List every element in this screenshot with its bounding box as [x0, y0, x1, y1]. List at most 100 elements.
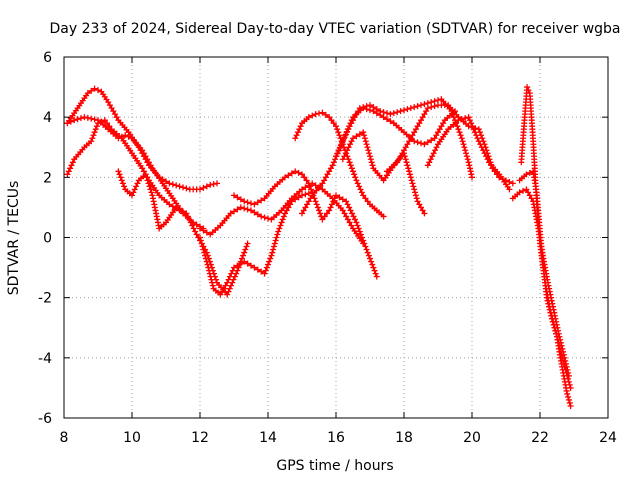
data-point-interpolated	[140, 150, 147, 157]
data-point	[237, 204, 244, 211]
data-point	[421, 141, 428, 148]
data-point-interpolated	[234, 206, 241, 213]
data-point-interpolated	[463, 153, 470, 160]
data-point-interpolated	[426, 159, 433, 166]
data-point	[319, 109, 326, 116]
data-point-interpolated	[430, 150, 437, 157]
data-point-interpolated	[143, 174, 150, 181]
data-point-interpolated	[88, 115, 95, 122]
x-tick-label: 14	[259, 430, 277, 446]
data-point-interpolated	[466, 162, 473, 169]
data-point-interpolated	[209, 279, 216, 286]
grid-layer	[64, 57, 608, 418]
data-point-interpolated	[345, 125, 352, 132]
data-point-interpolated	[481, 150, 488, 157]
data-point-interpolated	[226, 285, 233, 292]
data-point-interpolated	[432, 147, 439, 154]
data-point-interpolated	[431, 98, 438, 105]
data-point-interpolated	[147, 186, 154, 193]
data-point-interpolated	[419, 114, 426, 121]
y-tick-label: 4	[43, 110, 52, 126]
data-point-interpolated	[356, 183, 363, 190]
data-point-interpolated	[180, 184, 186, 191]
data-point-interpolated	[332, 156, 339, 163]
data-point-interpolated	[364, 249, 371, 256]
data-point	[387, 111, 394, 118]
data-point-interpolated	[459, 138, 466, 145]
data-point-interpolated	[347, 141, 354, 148]
series-arc-5	[197, 189, 316, 298]
data-point	[139, 147, 146, 154]
data-point	[339, 207, 346, 214]
data-point	[214, 180, 220, 187]
data-point-interpolated	[356, 131, 363, 138]
data-point-interpolated	[134, 180, 141, 187]
data-point-interpolated	[117, 174, 124, 181]
chart-title: Day 233 of 2024, Sidereal Day-to-day VTE…	[49, 21, 620, 37]
data-point-interpolated	[274, 231, 281, 238]
data-point-interpolated	[562, 357, 569, 364]
data-point-interpolated	[230, 276, 237, 283]
data-point-interpolated	[65, 168, 72, 175]
data-point-interpolated	[323, 210, 330, 217]
data-point-interpolated	[121, 183, 128, 190]
data-point-interpolated	[421, 101, 428, 108]
data-point	[414, 198, 421, 205]
y-tick-label: -2	[38, 291, 52, 307]
data-point-interpolated	[390, 110, 397, 117]
data-point-interpolated	[91, 129, 98, 136]
data-point-interpolated	[201, 249, 208, 256]
data-point-interpolated	[229, 267, 236, 274]
data-point	[394, 159, 401, 166]
data-point-interpolated	[346, 219, 353, 226]
data-point	[282, 174, 288, 181]
data-point-interpolated	[202, 252, 209, 259]
data-point-interpolated	[116, 171, 123, 178]
data-point-interpolated	[254, 211, 261, 218]
data-point-interpolated	[351, 114, 358, 121]
data-point	[567, 402, 574, 409]
data-point-interpolated	[414, 139, 421, 146]
data-point	[560, 351, 567, 358]
data-point	[193, 231, 200, 238]
data-point-interpolated	[330, 198, 337, 205]
data-point-interpolated	[369, 261, 376, 268]
data-point	[523, 171, 530, 178]
data-point-interpolated	[228, 270, 235, 277]
data-point-interpolated	[402, 156, 409, 163]
data-point-interpolated	[351, 171, 358, 178]
data-point-interpolated	[91, 116, 98, 123]
data-point-interpolated	[565, 369, 572, 376]
data-point-interpolated	[525, 87, 532, 94]
data-point	[506, 186, 513, 193]
data-point-interpolated	[363, 141, 370, 148]
data-point-interpolated	[295, 169, 302, 176]
data-point-interpolated	[130, 189, 137, 196]
data-point	[173, 204, 180, 211]
data-point-interpolated	[365, 252, 372, 259]
data-point-interpolated	[566, 399, 573, 406]
data-point-interpolated	[305, 198, 312, 205]
data-point-interpolated	[433, 144, 440, 151]
data-point	[207, 181, 214, 188]
data-point-interpolated	[294, 129, 301, 136]
data-point-interpolated	[350, 213, 357, 220]
data-point-interpolated	[270, 246, 277, 253]
data-point-interpolated	[427, 156, 434, 163]
data-point-interpolated	[406, 138, 413, 145]
data-point-interpolated	[428, 137, 435, 144]
data-point	[231, 264, 237, 271]
data-point	[64, 171, 71, 178]
data-point-interpolated	[342, 131, 349, 138]
data-point-interpolated	[210, 181, 217, 188]
data-point	[411, 138, 418, 145]
data-point-interpolated	[234, 262, 241, 269]
data-point	[428, 99, 435, 106]
data-point-interpolated	[471, 129, 478, 136]
data-point-interpolated	[347, 162, 354, 169]
x-tick-label: 12	[191, 430, 209, 446]
data-point	[251, 264, 258, 271]
data-point-interpolated	[283, 207, 290, 214]
data-point-interpolated	[307, 195, 314, 202]
data-point-interpolated	[300, 207, 307, 214]
